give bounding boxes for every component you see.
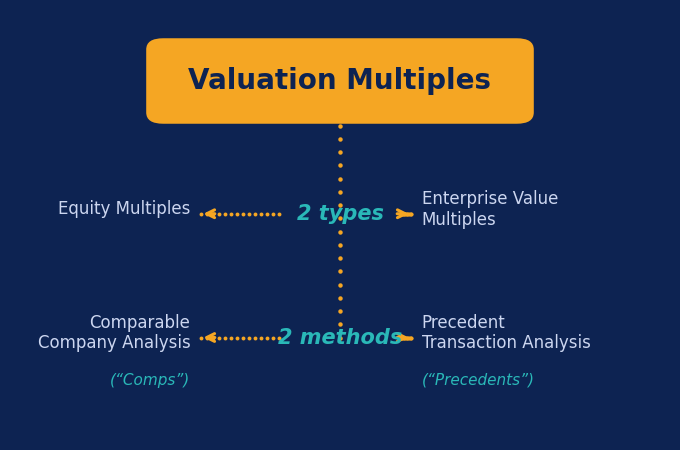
- FancyBboxPatch shape: [146, 38, 534, 124]
- Text: 2 methods: 2 methods: [278, 328, 402, 347]
- Text: (“Comps”): (“Comps”): [110, 373, 190, 388]
- Text: Comparable
Company Analysis: Comparable Company Analysis: [37, 314, 190, 352]
- Text: Equity Multiples: Equity Multiples: [58, 200, 190, 218]
- Text: Precedent
Transaction Analysis: Precedent Transaction Analysis: [422, 314, 590, 352]
- Text: (“Precedents”): (“Precedents”): [422, 373, 534, 388]
- Text: 2 types: 2 types: [296, 204, 384, 224]
- Text: Valuation Multiples: Valuation Multiples: [188, 67, 492, 95]
- Text: Enterprise Value
Multiples: Enterprise Value Multiples: [422, 190, 558, 229]
